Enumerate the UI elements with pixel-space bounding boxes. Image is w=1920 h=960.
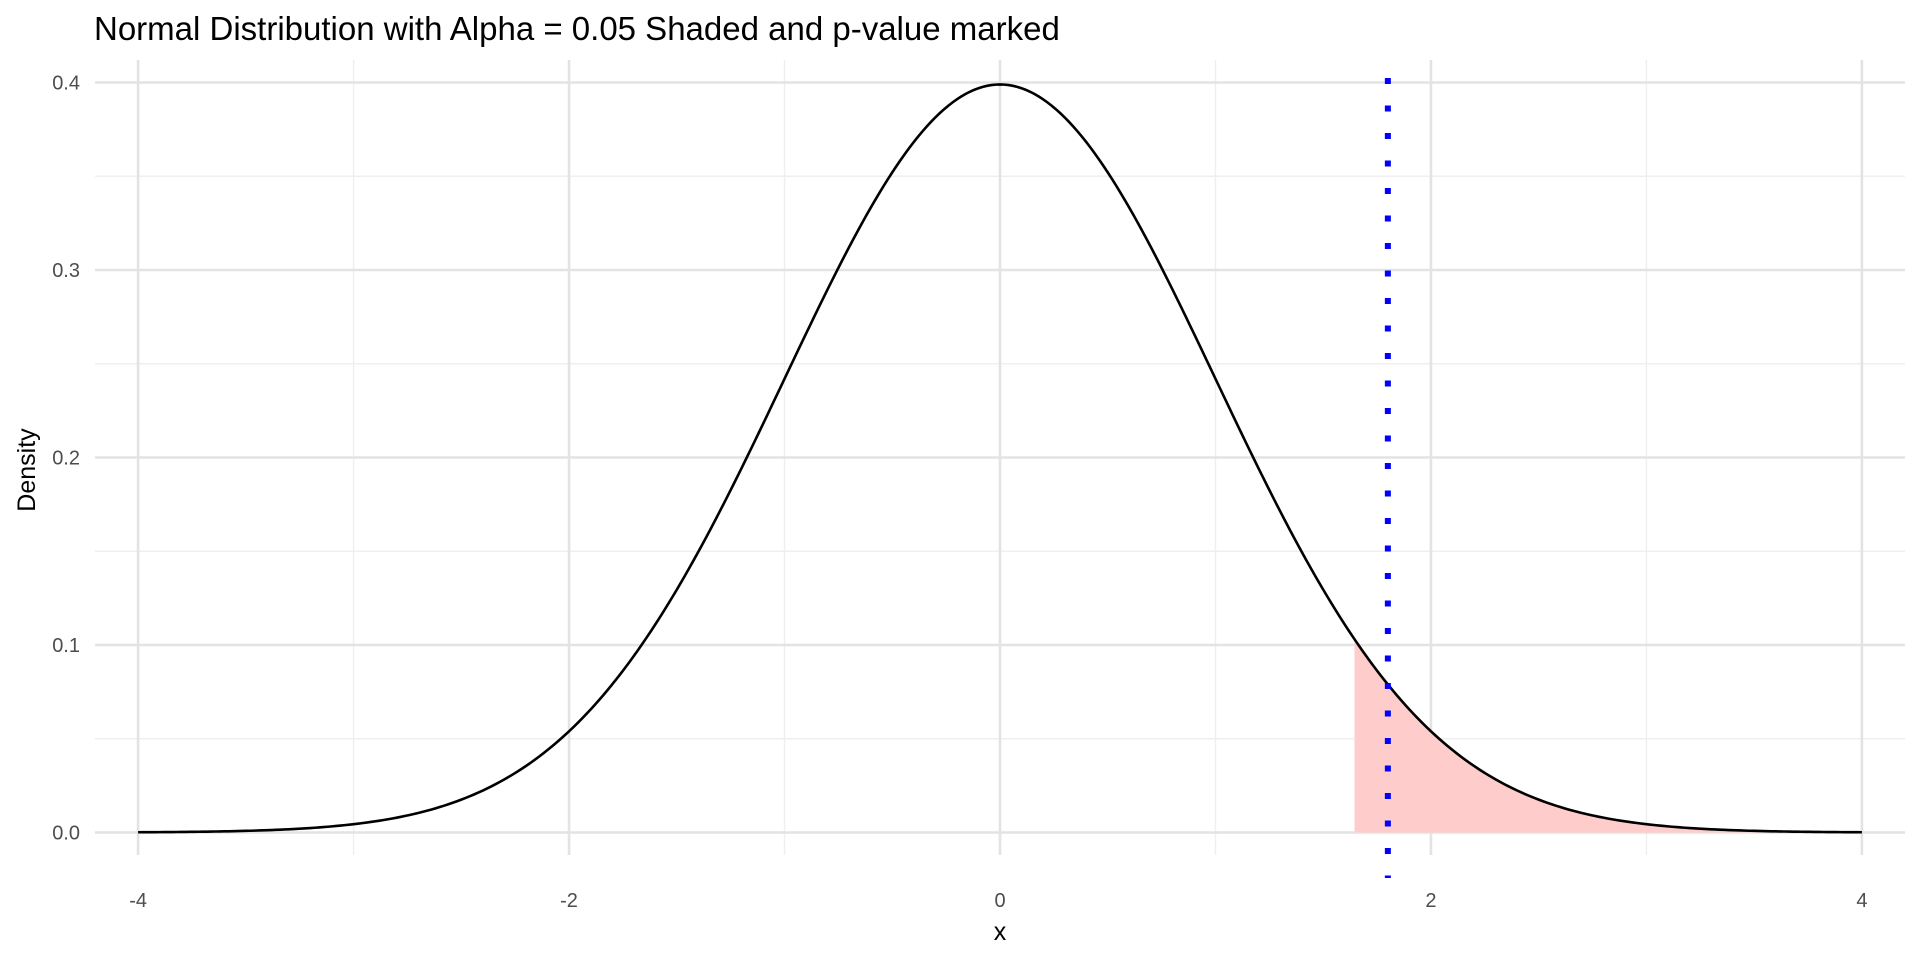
y-tick-label: 0.4 [52,73,80,95]
major-gridlines [95,60,1905,855]
x-tick-label: 4 [1856,890,1867,912]
x-tick-label: -4 [129,890,147,912]
x-tick-label: 2 [1425,890,1436,912]
y-tick-label: 0.0 [52,823,80,845]
y-tick-label: 0.3 [52,260,80,282]
y-tick-label: 0.2 [52,448,80,470]
x-tick-label: -2 [560,890,578,912]
density-curve [138,83,1862,834]
x-tick-labels: -4 -2 0 2 4 [129,890,1867,912]
y-tick-labels: 0.0 0.1 0.2 0.3 0.4 [52,73,80,845]
y-tick-label: 0.1 [52,635,80,657]
x-axis-title: x [994,918,1007,946]
y-axis-title: Density [13,428,41,512]
x-tick-label: 0 [994,890,1005,912]
chart-title: Normal Distribution with Alpha = 0.05 Sh… [94,10,1060,47]
alpha-shaded-region [1354,639,1862,833]
